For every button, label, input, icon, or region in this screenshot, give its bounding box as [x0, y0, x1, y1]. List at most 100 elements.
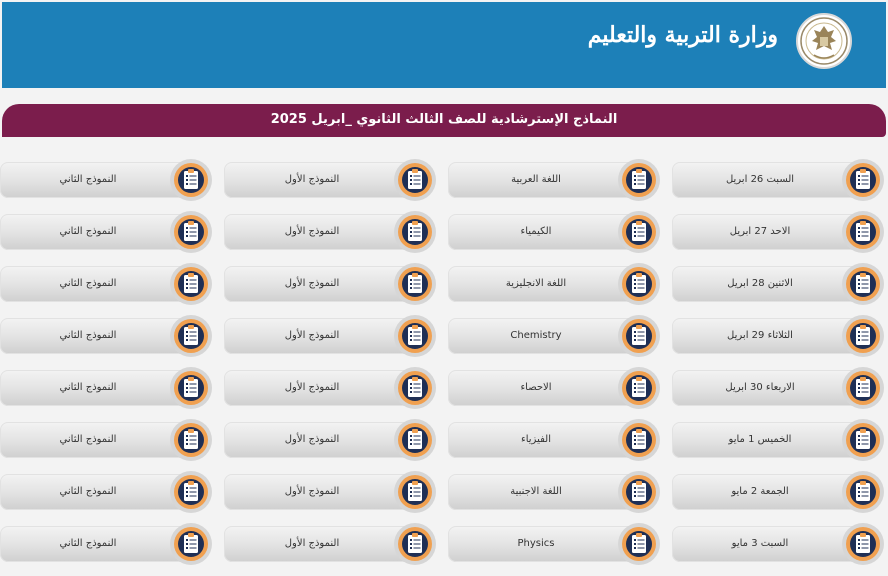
subject-label: Chemistry	[448, 314, 661, 358]
date-label-text: الاحد 27 ابريل	[729, 226, 791, 237]
subject-label: الكيمياء	[448, 210, 661, 254]
model-1-link[interactable]: النموذج الأول	[224, 418, 437, 462]
model-1-link-pill[interactable]: النموذج الأول	[224, 370, 420, 406]
document-checklist-icon[interactable]	[169, 314, 213, 358]
document-checklist-icon[interactable]	[393, 418, 437, 462]
model-2-link[interactable]: النموذج الثاني	[0, 262, 213, 306]
model-2-link[interactable]: النموذج الثاني	[0, 522, 213, 566]
document-checklist-icon	[841, 418, 885, 462]
date-label-pill: الجمعة 2 مايو	[672, 474, 868, 510]
date-label: الجمعة 2 مايو	[672, 470, 885, 514]
model-2-link-pill[interactable]: النموذج الثاني	[0, 214, 196, 250]
date-label: الاربعاء 30 ابريل	[672, 366, 885, 410]
model-1-link[interactable]: النموذج الأول	[224, 366, 437, 410]
model-1-link-pill[interactable]: النموذج الأول	[224, 526, 420, 562]
document-checklist-icon[interactable]	[169, 366, 213, 410]
date-label-text: السبت 3 مايو	[731, 538, 789, 549]
document-checklist-icon[interactable]	[393, 314, 437, 358]
model-1-link-text: النموذج الأول	[284, 330, 340, 341]
model-2-link[interactable]: النموذج الثاني	[0, 366, 213, 410]
document-checklist-icon	[617, 470, 661, 514]
date-label: الاحد 27 ابريل	[672, 210, 885, 254]
document-checklist-icon	[617, 418, 661, 462]
date-label-pill: السبت 26 ابريل	[672, 162, 868, 198]
model-1-link[interactable]: النموذج الأول	[224, 262, 437, 306]
model-2-link-text: النموذج الثاني	[59, 278, 117, 289]
subject-label: الاحصاء	[448, 366, 661, 410]
document-checklist-icon[interactable]	[393, 470, 437, 514]
document-checklist-icon[interactable]	[393, 366, 437, 410]
date-label-text: الاثنين 28 ابريل	[727, 278, 793, 289]
document-checklist-icon	[617, 262, 661, 306]
model-1-link[interactable]: النموذج الأول	[224, 210, 437, 254]
document-checklist-icon[interactable]	[393, 522, 437, 566]
subject-label-pill: Chemistry	[448, 318, 644, 354]
document-checklist-icon	[841, 210, 885, 254]
model-1-link-pill[interactable]: النموذج الأول	[224, 422, 420, 458]
subject-label-text: الاحصاء	[520, 382, 552, 393]
model-2-link[interactable]: النموذج الثاني	[0, 314, 213, 358]
subject-label-pill: الكيمياء	[448, 214, 644, 250]
model-1-link-text: النموذج الأول	[284, 382, 340, 393]
model-2-link-pill[interactable]: النموذج الثاني	[0, 162, 196, 198]
document-checklist-icon[interactable]	[169, 470, 213, 514]
model-1-link[interactable]: النموذج الأول	[224, 522, 437, 566]
subject-label-pill: الاحصاء	[448, 370, 644, 406]
model-2-link-text: النموذج الثاني	[59, 486, 117, 497]
document-checklist-icon[interactable]	[393, 262, 437, 306]
document-checklist-icon	[841, 522, 885, 566]
date-label: الخميس 1 مايو	[672, 418, 885, 462]
subject-label-text: Chemistry	[510, 330, 562, 341]
model-1-link[interactable]: النموذج الأول	[224, 158, 437, 202]
document-checklist-icon[interactable]	[393, 210, 437, 254]
model-2-link[interactable]: النموذج الثاني	[0, 470, 213, 514]
model-1-link[interactable]: النموذج الأول	[224, 470, 437, 514]
model-2-link-pill[interactable]: النموذج الثاني	[0, 422, 196, 458]
ministry-title: وزارة التربية والتعليم	[587, 22, 778, 48]
model-1-link-pill[interactable]: النموذج الأول	[224, 162, 420, 198]
model-2-link-pill[interactable]: النموذج الثاني	[0, 318, 196, 354]
model-2-link-text: النموذج الثاني	[59, 434, 117, 445]
subject-label: الفيزياء	[448, 418, 661, 462]
model-2-link[interactable]: النموذج الثاني	[0, 158, 213, 202]
model-2-link-pill[interactable]: النموذج الثاني	[0, 474, 196, 510]
document-checklist-icon	[841, 158, 885, 202]
date-label-pill: الاثنين 28 ابريل	[672, 266, 868, 302]
date-label-text: الجمعة 2 مايو	[731, 486, 789, 497]
document-checklist-icon[interactable]	[169, 418, 213, 462]
document-checklist-icon[interactable]	[393, 158, 437, 202]
document-checklist-icon	[617, 522, 661, 566]
model-1-link-text: النموذج الأول	[284, 538, 340, 549]
model-2-link-pill[interactable]: النموذج الثاني	[0, 370, 196, 406]
model-1-link-pill[interactable]: النموذج الأول	[224, 214, 420, 250]
document-checklist-icon[interactable]	[169, 262, 213, 306]
model-1-link-pill[interactable]: النموذج الأول	[224, 474, 420, 510]
model-1-link[interactable]: النموذج الأول	[224, 314, 437, 358]
date-label-pill: الثلاثاء 29 ابريل	[672, 318, 868, 354]
subject-label-pill: اللغة العربية	[448, 162, 644, 198]
date-label: الاثنين 28 ابريل	[672, 262, 885, 306]
model-2-link[interactable]: النموذج الثاني	[0, 210, 213, 254]
model-1-link-pill[interactable]: النموذج الأول	[224, 266, 420, 302]
ministry-emblem-icon[interactable]	[796, 13, 852, 69]
subject-label-pill: الفيزياء	[448, 422, 644, 458]
subject-label-pill: Physics	[448, 526, 644, 562]
model-2-link-text: النموذج الثاني	[59, 330, 117, 341]
model-1-link-text: النموذج الأول	[284, 434, 340, 445]
date-label-pill: الخميس 1 مايو	[672, 422, 868, 458]
model-2-link-pill[interactable]: النموذج الثاني	[0, 526, 196, 562]
model-2-link-text: النموذج الثاني	[59, 174, 117, 185]
subject-label-pill: اللغة الانجليزية	[448, 266, 644, 302]
model-2-link-pill[interactable]: النموذج الثاني	[0, 266, 196, 302]
document-checklist-icon[interactable]	[169, 158, 213, 202]
model-1-link-text: النموذج الأول	[284, 486, 340, 497]
subject-label-text: الفيزياء	[521, 434, 551, 445]
document-checklist-icon[interactable]	[169, 210, 213, 254]
model-2-link-text: النموذج الثاني	[59, 538, 117, 549]
date-label-text: السبت 26 ابريل	[725, 174, 795, 185]
site-header: وزارة التربية والتعليم	[2, 2, 886, 88]
model-1-link-pill[interactable]: النموذج الأول	[224, 318, 420, 354]
date-label: الثلاثاء 29 ابريل	[672, 314, 885, 358]
model-2-link[interactable]: النموذج الثاني	[0, 418, 213, 462]
document-checklist-icon[interactable]	[169, 522, 213, 566]
